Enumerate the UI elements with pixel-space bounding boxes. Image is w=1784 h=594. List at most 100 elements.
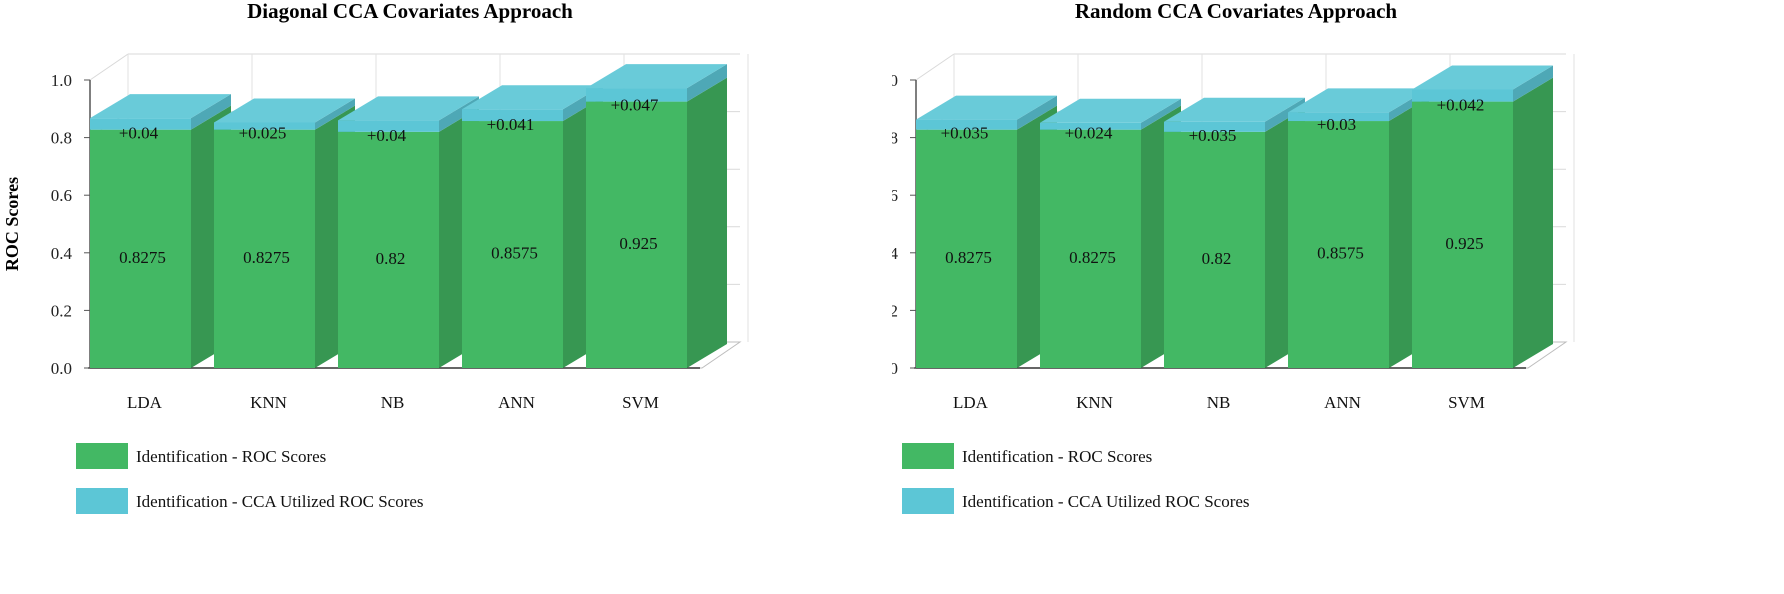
x-tick-label: NB bbox=[1207, 393, 1231, 412]
bar-roc bbox=[90, 129, 191, 368]
y-tick-label: 0.0 bbox=[892, 359, 898, 378]
bar-top bbox=[1412, 65, 1553, 90]
x-tick-label: ANN bbox=[1324, 393, 1361, 412]
legend: Identification - ROC Scores Identificatio… bbox=[76, 443, 424, 514]
y-tick-label: 0.2 bbox=[51, 301, 72, 320]
data-label-roc: 0.8575 bbox=[491, 244, 538, 263]
legend-swatch bbox=[902, 488, 954, 514]
data-label-roc: 0.925 bbox=[1445, 234, 1483, 253]
y-tick-label: 1.0 bbox=[51, 71, 72, 90]
bar-side-cca bbox=[1265, 97, 1305, 132]
bar-group-svm: 0.925 +0.047 bbox=[586, 64, 727, 368]
data-label-roc: 0.925 bbox=[619, 234, 657, 253]
data-label-cca: +0.035 bbox=[941, 124, 989, 143]
y-tick-label: 0.2 bbox=[892, 301, 898, 320]
bar-roc bbox=[214, 129, 315, 368]
bar-top bbox=[214, 98, 355, 123]
chart-title: Diagonal CCA Covariates Approach bbox=[247, 0, 573, 23]
x-tick-label: KNN bbox=[1076, 393, 1113, 412]
x-tick-label: SVM bbox=[622, 393, 659, 412]
chart-random-cca: Random CCA Covariates Approach 0.0 0.2 0.4 0… bbox=[828, 0, 1575, 514]
legend-swatch bbox=[902, 443, 954, 469]
y-tick-label: 1.0 bbox=[892, 71, 898, 90]
bar-roc bbox=[1164, 131, 1265, 368]
bar-side-cca bbox=[1017, 95, 1057, 130]
bar-cca bbox=[338, 120, 439, 132]
data-label-cca: +0.042 bbox=[1437, 96, 1485, 115]
bar-side-cca bbox=[191, 94, 231, 130]
data-label-roc: 0.8575 bbox=[1317, 244, 1364, 263]
chart-title: Random CCA Covariates Approach bbox=[1075, 0, 1398, 23]
bar-group-svm: 0.925 +0.042 bbox=[1412, 65, 1553, 368]
bar-top bbox=[338, 96, 479, 121]
data-label-cca: +0.047 bbox=[611, 96, 659, 115]
bar-side-roc bbox=[687, 77, 727, 368]
bar-top bbox=[1288, 88, 1429, 113]
data-label-roc: 0.8275 bbox=[119, 248, 166, 267]
legend-label: Identification - CCA Utilized ROC Scores bbox=[962, 492, 1250, 511]
y-tick-label: 0.0 bbox=[51, 359, 72, 378]
data-label-cca: +0.04 bbox=[367, 126, 407, 145]
data-label-cca: +0.025 bbox=[239, 124, 287, 143]
bar-cca bbox=[916, 119, 1017, 130]
bar-roc bbox=[1288, 121, 1389, 368]
y-axis-label: ROC Scores bbox=[2, 177, 22, 271]
bar-top bbox=[1040, 98, 1181, 123]
x-tick-label: ANN bbox=[498, 393, 535, 412]
grid-line-depth bbox=[89, 53, 129, 81]
x-tick-label: LDA bbox=[953, 393, 989, 412]
bar-group-knn: 0.8275 +0.024 bbox=[1040, 98, 1181, 369]
data-label-cca: +0.024 bbox=[1065, 124, 1113, 143]
chart-panel-diagonal: Diagonal CCA Covariates Approach 0.0 0.2 0.… bbox=[0, 0, 892, 589]
y-tick-label: 0.8 bbox=[892, 129, 898, 148]
bar-cca bbox=[90, 118, 191, 130]
bar-side-cca bbox=[687, 64, 727, 102]
bar-group-nb: 0.82 +0.04 bbox=[338, 96, 479, 368]
chart-diagonal-cca: Diagonal CCA Covariates Approach 0.0 0.2 0.… bbox=[2, 0, 749, 514]
bar-cca bbox=[1040, 122, 1141, 130]
bar-cca bbox=[1412, 89, 1513, 102]
bar-side-cca bbox=[1513, 65, 1553, 102]
data-label-roc: 0.8275 bbox=[1069, 248, 1116, 267]
y-tick-label: 0.4 bbox=[51, 244, 73, 263]
bar-group-lda: 0.8275 +0.035 bbox=[916, 95, 1057, 369]
legend-label: Identification - ROC Scores bbox=[136, 447, 326, 466]
bar-group-nb: 0.82 +0.035 bbox=[1164, 97, 1305, 368]
bar-roc bbox=[1040, 129, 1141, 368]
x-tick-label: KNN bbox=[250, 393, 287, 412]
grid-line-depth bbox=[915, 53, 955, 81]
y-tick-label: 0.6 bbox=[51, 186, 72, 205]
bar-side-roc bbox=[1513, 77, 1553, 368]
y-tick-label: 0.6 bbox=[892, 186, 898, 205]
bar-roc bbox=[462, 121, 563, 368]
legend-label: Identification - CCA Utilized ROC Scores bbox=[136, 492, 424, 511]
bar-top bbox=[1164, 97, 1305, 122]
bar-top bbox=[462, 85, 603, 110]
bar-group-ann: 0.8575 +0.041 bbox=[462, 85, 603, 368]
bar-cca bbox=[1288, 112, 1389, 122]
legend-label: Identification - ROC Scores bbox=[962, 447, 1152, 466]
bar-roc bbox=[586, 101, 687, 368]
data-label-cca: +0.035 bbox=[1189, 126, 1237, 145]
bar-cca bbox=[462, 109, 563, 122]
bar-roc bbox=[916, 129, 1017, 368]
data-label-cca: +0.04 bbox=[119, 124, 159, 143]
bar-top bbox=[586, 64, 727, 89]
bar-group-knn: 0.8275 +0.025 bbox=[214, 98, 355, 369]
y-tick-label: 0.4 bbox=[892, 244, 899, 263]
data-label-roc: 0.82 bbox=[376, 249, 406, 268]
x-tick-label: SVM bbox=[1448, 393, 1485, 412]
data-label-roc: 0.82 bbox=[1202, 249, 1232, 268]
data-label-roc: 0.8275 bbox=[243, 248, 290, 267]
data-label-roc: 0.8275 bbox=[945, 248, 992, 267]
y-tick-label: 0.8 bbox=[51, 129, 72, 148]
legend: Identification - ROC Scores Identificatio… bbox=[902, 443, 1250, 514]
bar-roc bbox=[338, 131, 439, 368]
data-label-cca: +0.03 bbox=[1317, 115, 1356, 134]
x-tick-label: LDA bbox=[127, 393, 163, 412]
bar-side-cca bbox=[1141, 98, 1181, 130]
bar-group-lda: 0.8275 +0.04 bbox=[90, 94, 231, 369]
bar-side-cca bbox=[315, 98, 355, 130]
legend-swatch bbox=[76, 443, 128, 469]
bar-top bbox=[916, 95, 1057, 120]
